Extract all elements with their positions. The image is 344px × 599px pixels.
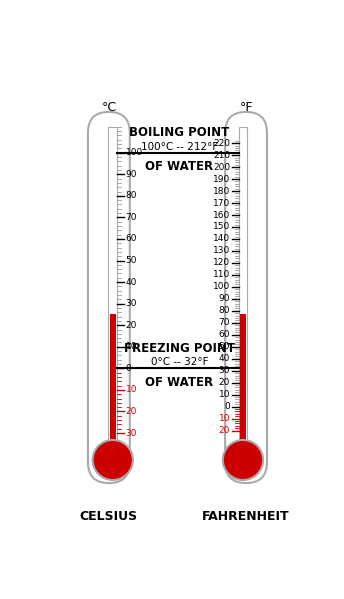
Circle shape [93,440,133,480]
Bar [240,314,246,443]
Text: 70: 70 [219,318,230,327]
Text: 100: 100 [213,282,230,291]
Text: 50: 50 [126,256,137,265]
Text: 190: 190 [213,174,230,183]
Text: 90: 90 [126,170,137,179]
Text: 220: 220 [213,138,230,147]
Text: 0°C -- 32°F: 0°C -- 32°F [151,357,208,367]
Text: 10: 10 [219,390,230,399]
FancyBboxPatch shape [88,112,130,483]
Text: OF WATER: OF WATER [145,160,214,173]
Text: 80: 80 [219,306,230,315]
Text: 40: 40 [219,354,230,363]
Text: FAHRENHEIT: FAHRENHEIT [202,510,290,523]
Text: 150: 150 [213,222,230,231]
Text: FREEZING POINT: FREEZING POINT [124,342,235,355]
Text: OF WATER: OF WATER [145,376,214,389]
Text: 120: 120 [213,258,230,267]
Text: 160: 160 [213,210,230,219]
Text: 30: 30 [219,366,230,375]
Text: 90: 90 [219,294,230,303]
Text: 0: 0 [224,402,230,411]
Text: 60: 60 [219,330,230,339]
Text: 10: 10 [126,385,137,394]
Text: 10: 10 [126,342,137,351]
Text: 100: 100 [126,148,143,157]
Circle shape [223,440,263,480]
FancyBboxPatch shape [225,112,267,483]
Text: 200: 200 [213,162,230,171]
Bar [108,127,117,443]
Text: 30: 30 [126,428,137,437]
Text: 140: 140 [213,234,230,243]
Bar [239,127,247,443]
Text: 20: 20 [219,426,230,435]
Text: 70: 70 [126,213,137,222]
Text: 210: 210 [213,150,230,159]
Text: 130: 130 [213,246,230,255]
Text: 80: 80 [126,191,137,200]
Text: 50: 50 [219,342,230,351]
Text: 20: 20 [126,320,137,329]
Text: °F: °F [239,101,253,114]
Text: 10: 10 [219,414,230,423]
Text: 180: 180 [213,186,230,195]
Text: BOILING POINT: BOILING POINT [129,126,229,139]
Text: 100°C -- 212°F: 100°C -- 212°F [141,141,218,152]
Text: 20: 20 [219,378,230,387]
Text: 40: 40 [126,277,137,286]
Text: 0: 0 [126,364,131,373]
Text: 170: 170 [213,198,230,207]
Text: 30: 30 [126,299,137,308]
Text: CELSIUS: CELSIUS [80,510,138,523]
Text: 20: 20 [126,407,137,416]
Bar [110,314,116,443]
Text: 60: 60 [126,234,137,243]
Text: °C: °C [101,101,116,114]
Text: 110: 110 [213,270,230,279]
